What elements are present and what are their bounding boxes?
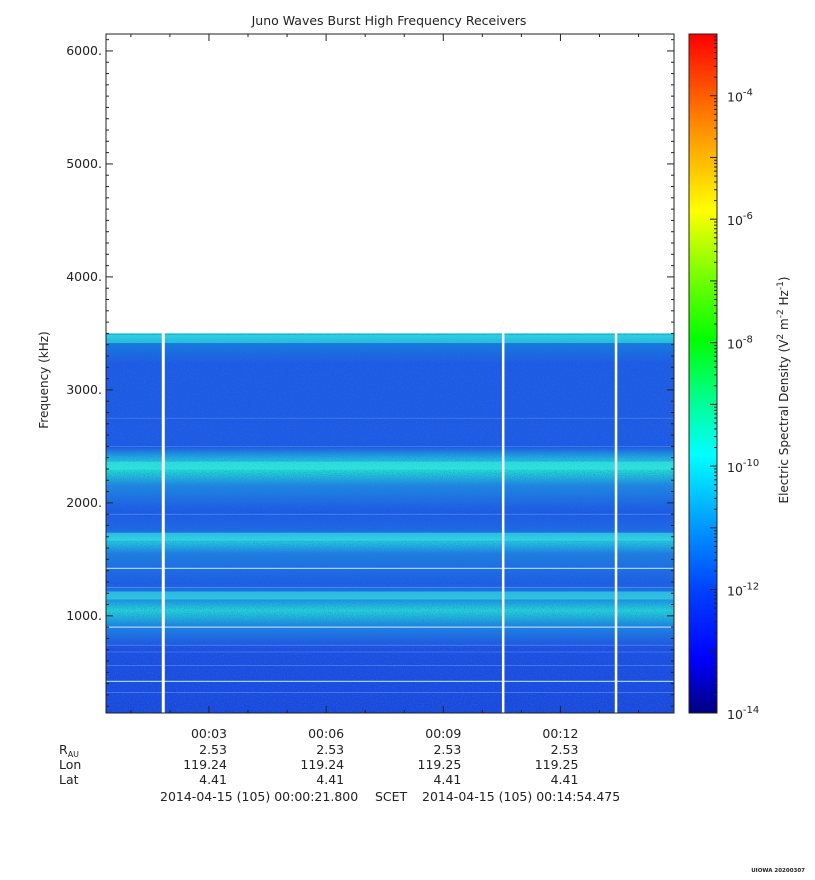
- data-gap: [161, 333, 165, 713]
- colorbar-tick-label: 10-10: [727, 458, 759, 475]
- colorbar-tick-label: 10-8: [727, 335, 753, 352]
- x-tick-label: 00:03: [191, 726, 227, 741]
- data-gaps: [161, 333, 618, 713]
- y-axis-ticks: 1000. 2000. 3000. 4000. 5000. 6000.: [66, 39, 674, 707]
- ephemeris-value: 4.41: [199, 772, 227, 787]
- emission-band: [106, 461, 674, 470]
- ephemeris-value: 4.41: [550, 772, 579, 787]
- y-tick-label: 3000.: [66, 382, 102, 397]
- ephemeris-value: 2.53: [433, 742, 462, 757]
- data-gap: [501, 333, 505, 713]
- institution-stamp: UIOWA 20200307: [751, 868, 805, 874]
- colorbar-tick-label: 10-4: [727, 88, 753, 105]
- emission-band: [106, 335, 674, 344]
- colorbar-frame: [688, 33, 718, 714]
- colorbar-label: Electric Spectral Density (V2 m-2 Hz-1): [776, 276, 791, 503]
- y-tick-label: 1000.: [66, 608, 102, 623]
- x-tick-label: 00:09: [425, 726, 461, 741]
- colorbar-tick-label: 10-14: [727, 705, 759, 722]
- footer-end-time: 2014-04-15 (105) 00:14:54.475: [422, 789, 621, 804]
- colorbar-ticks: 10-14 10-12 10-10 10-8 10-6 10-4: [710, 33, 759, 722]
- emission-band: [106, 591, 674, 600]
- x-tick-label: 00:12: [542, 726, 578, 741]
- y-tick-label: 5000.: [66, 156, 102, 171]
- ephemeris-value: 2.53: [199, 742, 227, 757]
- ephemeris-value: 2.53: [316, 742, 345, 757]
- chart-title: Juno Waves Burst High Frequency Receiver…: [251, 13, 527, 28]
- ephemeris-row-label: RAU: [59, 742, 80, 759]
- y-axis-label: Frequency (kHz): [37, 331, 51, 428]
- ephemeris-value: 119.25: [534, 757, 579, 772]
- data-gap: [614, 333, 618, 713]
- emission-band: [106, 532, 674, 541]
- ephemeris-value: 2.53: [550, 742, 579, 757]
- spectrogram-image: [106, 333, 674, 713]
- ephemeris-row-label: Lon: [59, 757, 82, 772]
- ephemeris-value: 4.41: [316, 772, 345, 787]
- ephemeris-value: 119.25: [417, 757, 462, 772]
- plot-area: 1000.2000.3000.4000.5000.6000. 00:03 00:0…: [66, 33, 675, 741]
- ephemeris-value: 119.24: [183, 757, 227, 772]
- x-axis-ticks: 00:03 00:06 00:09 00:12: [130, 34, 640, 741]
- emission-bands: [106, 335, 674, 600]
- ephemeris-row-label: Lat: [59, 772, 79, 787]
- spectrum-noise: [106, 333, 674, 713]
- y-tick-label: 4000.: [66, 269, 102, 284]
- plot-frame: [105, 33, 675, 714]
- colorbar-gradient: [689, 34, 717, 713]
- footer-scet-label: SCET: [375, 789, 408, 804]
- footer-start-time: 2014-04-15 (105) 00:00:21.800: [160, 789, 359, 804]
- y-tick-label: 2000.: [66, 495, 102, 510]
- ephemeris-row-sublabel: AU: [67, 750, 80, 759]
- x-tick-label: 00:06: [308, 726, 344, 741]
- chart-title-group: Juno Waves Burst High Frequency Receiver…: [251, 13, 527, 28]
- colorbar-tick-label: 10-6: [727, 211, 753, 228]
- colorbar-tick-label: 10-12: [727, 582, 759, 599]
- ephemeris-value: 4.41: [433, 772, 462, 787]
- ephemeris-value: 119.24: [300, 757, 345, 772]
- y-tick-label: 6000.: [66, 43, 102, 58]
- colorbar: 10-14 10-12 10-10 10-8 10-6 10-4 Electric Spe…: [688, 33, 791, 722]
